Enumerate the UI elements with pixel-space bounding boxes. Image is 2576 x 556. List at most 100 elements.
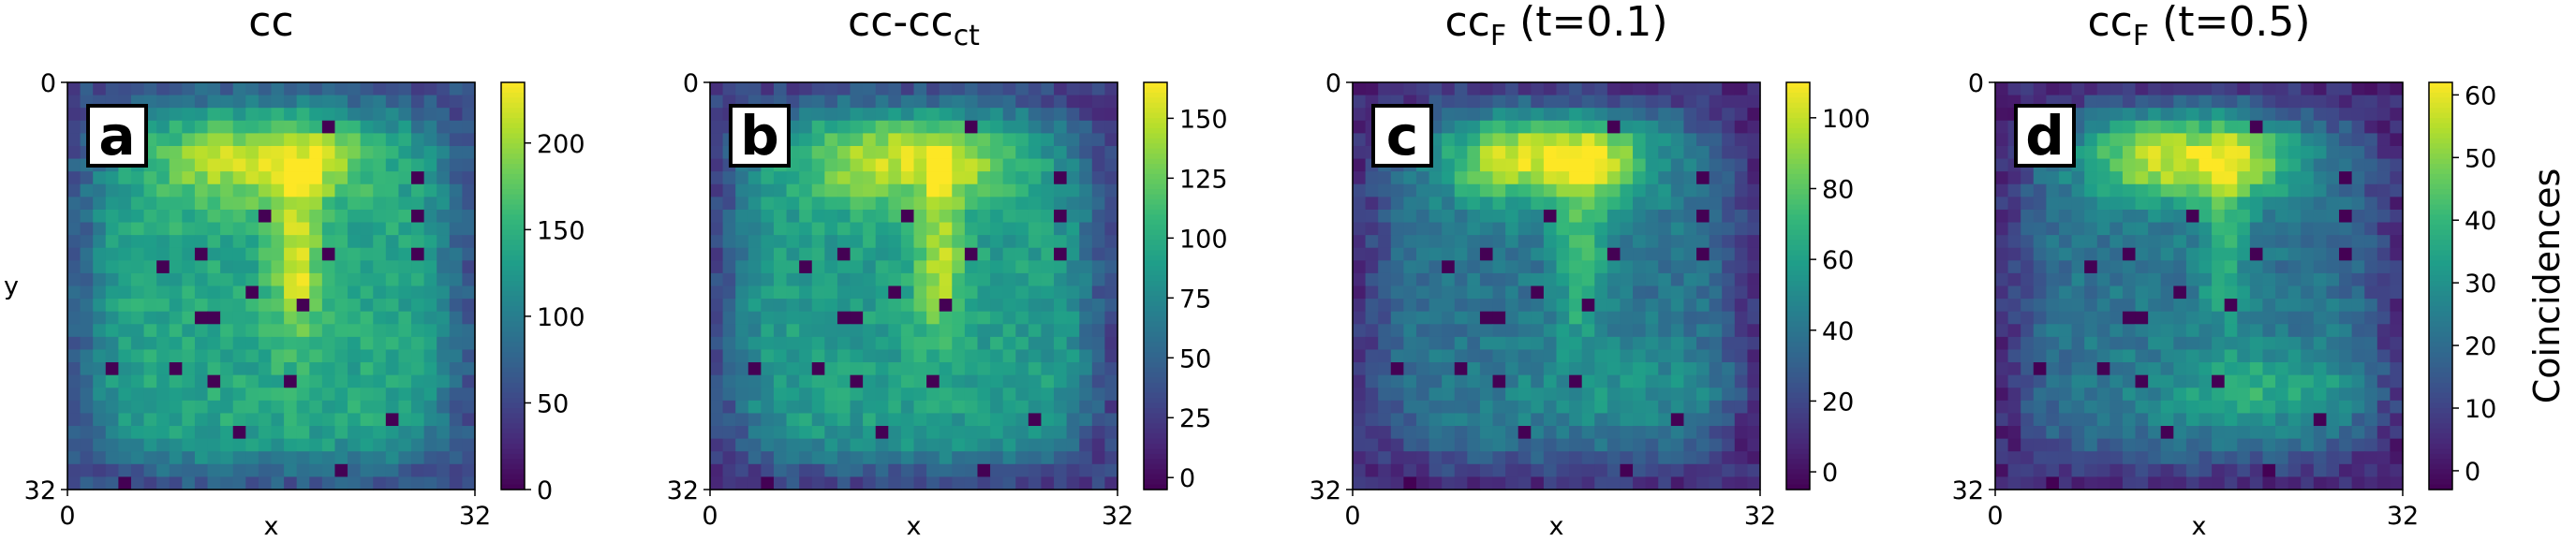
heatmap-cell [900,108,915,122]
heatmap-cell [1696,197,1710,211]
colorbar-step [1144,346,1167,353]
heatmap-cell [811,120,825,134]
heatmap-cell [360,438,374,452]
heatmap-cell [1569,222,1583,236]
heatmap-cell [80,438,94,452]
heatmap-cell [2249,260,2264,274]
heatmap-cell [811,197,825,211]
heatmap-cell [1403,324,1417,338]
heatmap-cell [2033,413,2047,427]
heatmap-cell [207,222,221,236]
heatmap-cell [1353,158,1367,172]
heatmap-cell [888,197,902,211]
heatmap-cell [334,374,348,388]
heatmap-cell [2249,235,2264,249]
heatmap-cell [850,247,864,261]
heatmap-cell [1556,311,1570,325]
heatmap-cell [710,311,724,325]
heatmap-cell [411,222,425,236]
heatmap-cell [1492,272,1506,287]
heatmap-cell [748,222,762,236]
heatmap-cell [2339,362,2353,376]
heatmap-cell [437,285,451,300]
heatmap-cell [2313,222,2328,236]
heatmap-cell [1995,324,2009,338]
heatmap-cell [1995,82,2009,96]
heatmap-cell [1620,311,1634,325]
colorbar-step [1786,453,1810,460]
heatmap-cell [1658,413,1672,427]
heatmap-cell [2326,285,2340,300]
heatmap-cell [67,197,81,211]
heatmap-cell [2301,133,2315,147]
heatmap-cell [722,272,736,287]
heatmap-cell [1645,209,1659,224]
heatmap-cell [2071,374,2085,388]
heatmap-cell [990,209,1004,224]
heatmap-cell [1365,197,1379,211]
heatmap-cell [1620,171,1634,185]
heatmap-cell [1995,260,2009,274]
heatmap-cell [2339,311,2353,325]
heatmap-cell [2096,120,2110,134]
heatmap-cell [334,120,348,134]
heatmap-cell [863,476,877,490]
heatmap-cell [1365,183,1379,198]
heatmap-cell [2185,476,2200,490]
heatmap-cell [1479,133,1494,147]
heatmap-cell [913,171,927,185]
heatmap-cell [1415,324,1430,338]
heatmap-cell [2301,247,2315,261]
heatmap-cell [1492,247,1506,261]
heatmap-cell [1543,95,1558,109]
heatmap-cell [1581,171,1595,185]
heatmap-cell [2351,222,2365,236]
colorbar-step [1786,265,1810,271]
heatmap-cell [2160,209,2174,224]
heatmap-cell [1479,476,1494,490]
heatmap-cell [900,374,915,388]
heatmap-cell [1556,145,1570,160]
heatmap-cell [2033,247,2047,261]
heatmap-cell [1505,95,1519,109]
heatmap-cell [1645,388,1659,402]
heatmap-cell [836,120,851,134]
heatmap-cell [169,451,183,465]
heatmap-cell [2122,158,2137,172]
heatmap-cell [2339,413,2353,427]
heatmap-cell [118,362,132,376]
colorbar-step [1144,143,1167,150]
heatmap-cell [284,388,298,402]
heatmap-cell [1606,336,1621,351]
heatmap-cell [1365,463,1379,477]
heatmap-cell [1390,451,1404,465]
heatmap-cell [1620,463,1634,477]
heatmap-cell [309,95,323,109]
heatmap-cell [836,388,851,402]
heatmap-cell [385,451,400,465]
heatmap-cell [220,183,234,198]
heatmap-cell [360,374,374,388]
heatmap-cell [1403,476,1417,490]
heatmap-cell [786,400,800,415]
heatmap-cell [2351,247,2365,261]
heatmap-cell [1569,388,1583,402]
heatmap-cell [220,235,234,249]
colorbar-step [501,189,525,196]
heatmap-cell [1066,120,1080,134]
heatmap-cell [182,362,196,376]
heatmap-cell [2287,145,2302,160]
heatmap-cell [710,260,724,274]
heatmap-cell [786,476,800,490]
heatmap-cell [1002,426,1016,440]
heatmap-cell [2110,285,2124,300]
heatmap-cell [118,171,132,185]
heatmap-cell [1467,374,1481,388]
heatmap-cell [1658,374,1672,388]
heatmap-cell [321,374,336,388]
heatmap-cell [2351,158,2365,172]
heatmap-cell [411,451,425,465]
heatmap-cell [1442,82,1456,96]
colorbar-step [501,275,525,282]
heatmap-cell [850,108,864,122]
